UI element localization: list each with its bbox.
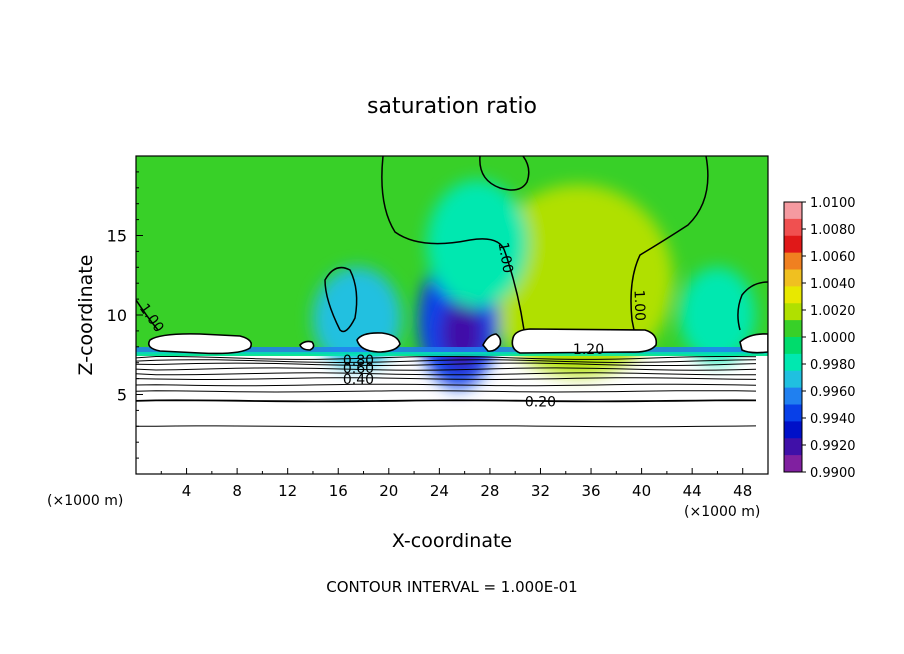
colorbar-swatch (784, 387, 802, 406)
x-unit-right: (×1000 m) (684, 504, 760, 520)
x-tick-label: 4 (182, 482, 192, 500)
colorbar-label: 0.9900 (810, 466, 856, 481)
contour-label: 0.80 (343, 353, 374, 369)
contour-label: 1.00 (631, 290, 648, 322)
x-tick-label: 20 (379, 482, 398, 500)
cloud-blob-mid (356, 332, 401, 353)
y-tick-label: 5 (117, 386, 127, 405)
contour-1.00-far-right (737, 281, 768, 331)
contour-1.00-right (630, 156, 709, 331)
contour-label-text: 0.60 (343, 361, 374, 377)
colorbar-swatch (784, 202, 802, 220)
contour-label-text: 1.20 (573, 342, 604, 358)
contour-1.00-top (479, 156, 530, 191)
x-tick-label: 44 (683, 482, 702, 500)
chart-title: saturation ratio (367, 94, 537, 119)
contour-label-text: 1.00 (495, 241, 516, 274)
contour-label: 1.00 (495, 241, 516, 274)
heatmap-field: 1.001.001.001.200.800.600.400.20 (136, 156, 768, 474)
contour-line-lower (136, 383, 757, 387)
colorbar-swatch (784, 218, 802, 237)
contour-label: 0.20 (525, 394, 556, 410)
cloud-blob-right (739, 333, 768, 354)
colorbar-swatch (784, 286, 802, 304)
cloud-blob-tiny (299, 340, 315, 351)
colorbar-swatch (784, 235, 802, 254)
colorbar-swatch (784, 269, 802, 287)
colorbar-label: 1.0040 (810, 277, 856, 292)
colorbar-label: 0.9960 (810, 385, 856, 400)
contour-1.00-center (381, 156, 525, 331)
colorbar-swatch (784, 320, 802, 338)
contour-label: 0.40 (343, 372, 374, 388)
x-axis: 4 8 12 16 20 24 28 32 36 40 44 48 (160, 468, 752, 500)
x-tick-label: 12 (278, 482, 297, 500)
x-tick-label: 8 (232, 482, 242, 500)
x-tick-label: 36 (581, 482, 600, 500)
feature-teal-patch-upper (426, 179, 528, 308)
colorbar-label: 1.0000 (810, 331, 856, 346)
cloud-blob-small (482, 333, 502, 352)
colorbar-label: 1.0020 (810, 304, 856, 319)
colorbar-label: 0.9980 (810, 358, 856, 373)
colorbar-swatch (784, 370, 802, 389)
contour-interval-footer: CONTOUR INTERVAL = 1.000E-01 (326, 578, 577, 596)
colorbar-swatch (784, 303, 802, 321)
contour-label-text: 0.40 (343, 372, 374, 388)
cloud-blob-left (147, 333, 253, 355)
contour-line-lower (136, 359, 757, 364)
x-axis-label: X-coordinate (392, 530, 512, 552)
colorbar-label: 0.9940 (810, 412, 856, 427)
contour-label-text: 0.20 (525, 394, 556, 410)
colorbar-swatch (784, 455, 802, 473)
contour-label-text: 0.80 (343, 353, 374, 369)
colorbar-label: 1.0060 (810, 250, 856, 265)
contour-line-lower (136, 372, 757, 376)
x-tick-label: 32 (531, 482, 550, 500)
colorbar-label: 0.9920 (810, 439, 856, 454)
colorbar-swatch (784, 421, 802, 439)
contour-line-lower (136, 390, 757, 393)
contour-label-text: 1.00 (631, 290, 648, 322)
one-contours (136, 156, 768, 333)
contour-line-lower (136, 399, 757, 403)
contour-1.00-pocket (324, 266, 358, 333)
x-tick-label: 28 (480, 482, 499, 500)
contour-line-lower (136, 377, 757, 381)
contour-label: 0.60 (343, 361, 374, 377)
contour-line-lower (136, 367, 757, 371)
contour-label: 1.20 (573, 342, 604, 358)
contour-1.00-left (136, 299, 159, 331)
feature-moist-halo (483, 184, 674, 376)
wave-band-blue (136, 347, 768, 356)
x-tick-label: 24 (430, 482, 449, 500)
x-tick-label: 48 (733, 482, 752, 500)
x-tick-label: 40 (632, 482, 651, 500)
x-unit-left: (×1000 m) (47, 493, 123, 509)
colorbar-label: 1.0100 (810, 196, 856, 211)
colorbar-swatch (784, 353, 802, 372)
contour-line-lower (136, 356, 757, 360)
colorbar-swatch (784, 252, 802, 271)
contour-line-lower (136, 362, 757, 367)
y-tick-label: 15 (107, 227, 127, 246)
contour-line-lower (136, 425, 757, 428)
y-axis: 5 10 15 (107, 171, 143, 459)
colorbar: 1.0100 1.0080 1.0060 1.0040 1.0020 1.0000 0.99… (783, 196, 856, 481)
y-axis-label: Z-coordinate (75, 255, 97, 376)
colorbar-label: 1.0080 (810, 223, 856, 238)
lower-contours (136, 356, 757, 428)
x-tick-label: 16 (329, 482, 348, 500)
colorbar-swatch (784, 337, 802, 355)
y-tick-label: 10 (107, 306, 127, 325)
colorbar-swatch (784, 404, 802, 422)
colorbar-swatch (784, 438, 802, 456)
feature-teal-patch-right (679, 267, 756, 363)
